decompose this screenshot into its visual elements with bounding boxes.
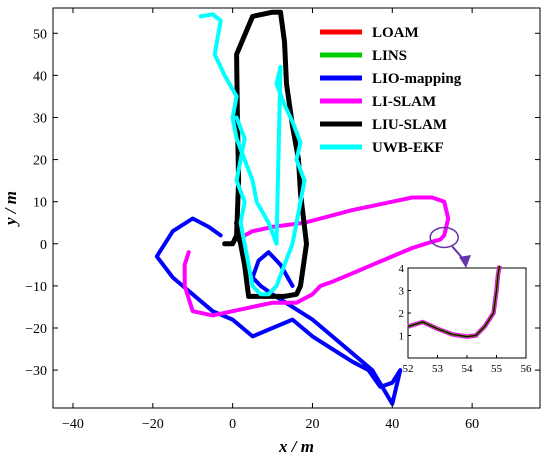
series-line-uwb-ekf <box>198 12 307 297</box>
inset-x-tick-label: 54 <box>462 363 474 375</box>
y-tick-label: 30 <box>33 111 47 126</box>
x-tick-label: 60 <box>465 417 479 432</box>
ticks-layer: −40 −20 0 20 40 60 −30 −20 −10 0 10 20 30 40 50 <box>25 8 540 432</box>
inset-y-tick-label: 1 <box>399 331 405 343</box>
inset-chart: 52 53 54 55 56 1 2 3 4 <box>399 263 533 375</box>
legend-label-lins: LINS <box>372 48 407 64</box>
inset-x-tick-label: 55 <box>491 363 503 375</box>
inset-y-tick-label: 2 <box>399 308 405 320</box>
x-tick-label: 40 <box>385 417 399 432</box>
inset-callout <box>429 226 471 268</box>
inset-y-tick-label: 4 <box>399 263 405 275</box>
series-line-li-slam <box>182 195 451 318</box>
legend-label-lio-mapping: LIO-mapping <box>372 71 462 87</box>
inset-series-line <box>407 265 500 338</box>
inset-x-tick-label: 52 <box>403 363 414 375</box>
y-tick-label: −20 <box>25 322 47 337</box>
legend: LOAM LINS LIO-mapping LI-SLAM LIU-SLAM UWB-EK… <box>320 25 462 156</box>
series-line-lio-mapping <box>154 216 403 406</box>
legend-label-liu-slam: LIU-SLAM <box>372 117 447 133</box>
y-tick-label: −10 <box>25 280 47 295</box>
x-tick-label: 20 <box>305 417 319 432</box>
inset-frame <box>407 267 527 359</box>
legend-label-uwb-ekf: UWB-EKF <box>372 140 444 156</box>
x-tick-label: −40 <box>62 417 84 432</box>
legend-label-loam: LOAM <box>372 25 419 41</box>
y-axis-label: y / m <box>1 191 20 227</box>
zoom-arrow-head <box>459 255 471 268</box>
series-line-liu-slam <box>222 9 309 299</box>
y-tick-label: −30 <box>25 364 47 379</box>
inset-x-tick-label: 53 <box>432 363 444 375</box>
y-tick-label: 10 <box>33 196 47 211</box>
zoom-region-circle <box>429 226 459 249</box>
x-axis-label: x / m <box>278 437 314 456</box>
x-tick-label: 0 <box>229 417 236 432</box>
legend-label-li-slam: LI-SLAM <box>372 94 436 110</box>
y-tick-label: 20 <box>33 154 47 169</box>
inset-x-tick-label: 56 <box>521 363 533 375</box>
series-layer <box>154 9 451 406</box>
plot-frame <box>52 7 541 409</box>
y-tick-label: 40 <box>33 69 47 84</box>
y-tick-label: 50 <box>33 27 47 42</box>
x-tick-label: −20 <box>142 417 164 432</box>
y-tick-label: 0 <box>40 238 47 253</box>
inset-y-tick-label: 3 <box>399 286 405 298</box>
